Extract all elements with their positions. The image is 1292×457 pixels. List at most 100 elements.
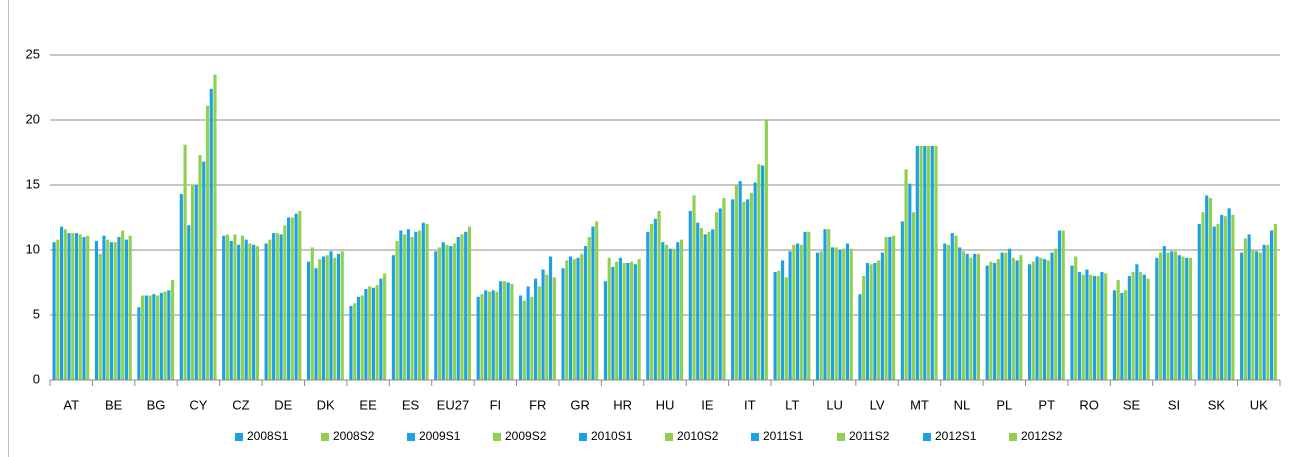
bar <box>819 251 823 380</box>
bar <box>183 144 187 380</box>
bar <box>1142 274 1146 380</box>
bar <box>414 231 418 380</box>
bar <box>576 257 580 380</box>
bar <box>329 251 333 380</box>
legend-label: 2009S1 <box>419 429 461 443</box>
bar <box>1092 276 1097 380</box>
bar <box>1131 272 1135 380</box>
legend-label: 2008S2 <box>333 429 375 443</box>
bar <box>364 289 368 380</box>
bar <box>340 251 344 380</box>
bar <box>1028 264 1032 380</box>
bar <box>314 268 318 380</box>
bar <box>838 250 842 380</box>
bar <box>699 227 704 380</box>
bar <box>1266 244 1270 380</box>
x-tick-label: EU27 <box>437 397 470 412</box>
bar <box>1227 208 1231 380</box>
bar <box>1170 251 1174 380</box>
bar <box>858 294 862 380</box>
x-tick-label: PL <box>996 397 1012 412</box>
bar <box>205 105 210 380</box>
bar <box>506 282 510 380</box>
x-tick-label: RO <box>1079 397 1099 412</box>
bar <box>799 244 803 380</box>
x-tick-label: IT <box>744 397 756 412</box>
bar <box>580 253 584 380</box>
legend-swatch <box>235 433 243 441</box>
bar <box>425 224 429 380</box>
bar <box>418 230 422 380</box>
bar <box>734 185 739 380</box>
bar <box>1096 276 1100 380</box>
x-tick-label: DE <box>274 397 292 412</box>
bar <box>996 259 1000 380</box>
bar <box>862 276 866 380</box>
bar <box>321 256 326 380</box>
bar <box>272 233 276 380</box>
bar <box>56 239 60 380</box>
bar <box>213 74 217 380</box>
bar <box>1216 224 1220 380</box>
bar <box>410 237 414 380</box>
bar <box>325 255 329 380</box>
bar <box>1247 234 1251 380</box>
bar <box>1159 252 1163 380</box>
legend-label: 2010S1 <box>591 429 633 443</box>
bar <box>106 239 110 380</box>
x-tick-label: BG <box>147 397 166 412</box>
bar <box>98 253 102 380</box>
bar <box>375 285 379 380</box>
bar <box>229 240 233 380</box>
bar <box>665 244 669 380</box>
x-tick-label: FR <box>529 397 546 412</box>
bar <box>572 259 576 380</box>
bar <box>807 231 811 380</box>
x-tick-label: HU <box>656 397 675 412</box>
bar <box>144 295 148 380</box>
bar <box>255 246 259 380</box>
bar <box>349 305 353 380</box>
bar <box>519 295 523 380</box>
bar <box>904 169 908 380</box>
x-tick-label: FI <box>490 397 502 412</box>
x-tick-label: SI <box>1168 397 1180 412</box>
legend-label: 2012S2 <box>1021 429 1063 443</box>
bar <box>1135 264 1139 380</box>
bar <box>522 300 526 380</box>
bar <box>618 257 622 380</box>
legend-swatch <box>1009 433 1017 441</box>
bar <box>1127 276 1131 380</box>
bar <box>764 120 768 380</box>
bar <box>1173 251 1178 380</box>
bar <box>587 237 591 380</box>
bar <box>672 248 676 380</box>
x-tick-label: GR <box>570 397 590 412</box>
bar <box>845 243 850 380</box>
bar <box>109 242 114 380</box>
bar <box>356 296 361 380</box>
bar <box>692 195 696 380</box>
bar <box>287 217 291 380</box>
bar <box>773 272 777 380</box>
bar <box>1054 248 1058 380</box>
bar <box>877 260 881 380</box>
bar <box>1035 256 1039 380</box>
bar <box>1258 252 1262 380</box>
bar <box>1223 216 1228 380</box>
bar <box>1188 257 1193 380</box>
bar <box>788 251 792 380</box>
bar <box>711 229 715 380</box>
bar <box>82 237 86 380</box>
bar <box>591 226 595 380</box>
bar <box>541 269 545 380</box>
bar <box>395 240 399 380</box>
bar <box>946 244 951 380</box>
bar <box>1070 265 1074 380</box>
bar <box>117 237 121 380</box>
bar <box>437 247 442 380</box>
bar <box>421 222 425 380</box>
bar <box>1262 244 1266 380</box>
bar <box>738 181 742 380</box>
bar <box>865 263 869 380</box>
